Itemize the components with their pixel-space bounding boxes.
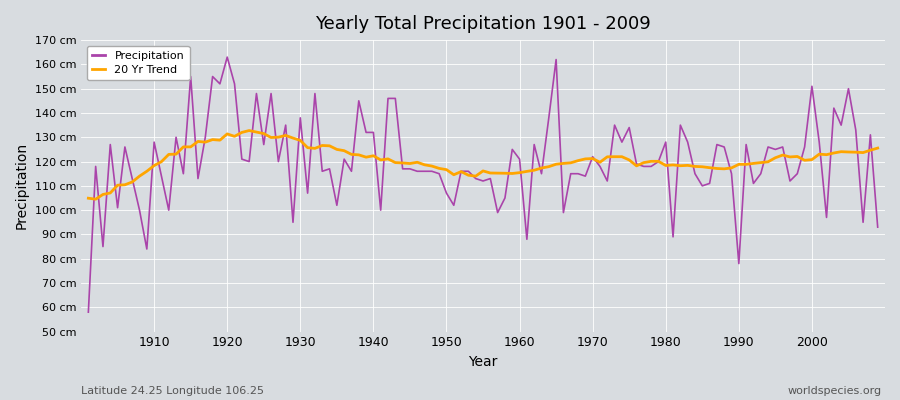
Precipitation [872,225,883,230]
X-axis label: Year: Year [468,355,498,369]
20 Yr Trend [361,155,372,160]
20 Yr Trend [616,154,627,159]
20 Yr Trend [244,128,255,133]
20 Yr Trend [317,143,328,148]
Line: Precipitation: Precipitation [88,57,878,312]
Precipitation [83,310,94,314]
Precipitation [221,55,232,60]
20 Yr Trend [83,196,94,201]
Precipitation [141,246,152,251]
20 Yr Trend [872,146,883,150]
Precipitation [354,98,364,103]
Precipitation [609,123,620,128]
20 Yr Trend [529,168,540,173]
Precipitation [514,157,525,162]
Legend: Precipitation, 20 Yr Trend: Precipitation, 20 Yr Trend [86,46,190,80]
20 Yr Trend [521,169,532,174]
20 Yr Trend [148,163,159,168]
Line: 20 Yr Trend: 20 Yr Trend [88,130,878,199]
Title: Yearly Total Precipitation 1901 - 2009: Yearly Total Precipitation 1901 - 2009 [315,15,651,33]
Text: Latitude 24.25 Longitude 106.25: Latitude 24.25 Longitude 106.25 [81,386,264,396]
Text: worldspecies.org: worldspecies.org [788,386,882,396]
Y-axis label: Precipitation: Precipitation [15,142,29,230]
Precipitation [521,237,532,242]
Precipitation [310,91,320,96]
20 Yr Trend [90,197,101,202]
